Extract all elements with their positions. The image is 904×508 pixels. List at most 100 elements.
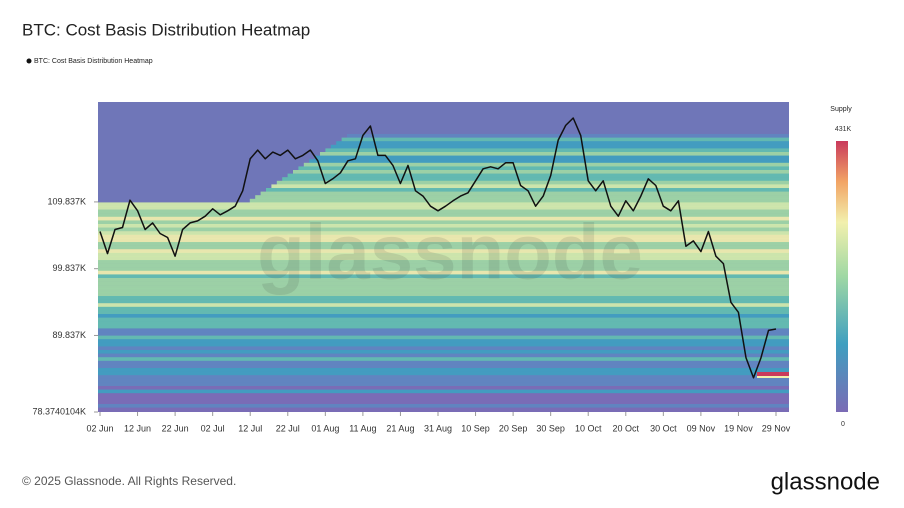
heat-band — [249, 198, 789, 203]
y-tick-label: 89.837K — [52, 330, 86, 340]
heat-band — [276, 180, 789, 185]
heat-band — [303, 162, 789, 167]
heat-band — [98, 346, 789, 351]
x-tick-label: 22 Jul — [276, 423, 300, 433]
heat-band — [757, 372, 789, 376]
chart-title: BTC: Cost Basis Distribution Heatmap — [22, 20, 310, 39]
heat-band — [98, 411, 789, 412]
heat-band — [98, 299, 789, 304]
brand-logo: glassnode — [771, 468, 880, 495]
heat-band — [98, 285, 789, 289]
heat-band — [98, 288, 789, 293]
x-tick-label: 10 Sep — [461, 423, 490, 433]
heat-band — [282, 177, 789, 181]
heat-band — [98, 274, 789, 279]
heat-band — [98, 278, 789, 282]
heat-band — [98, 220, 789, 225]
heat-band — [98, 360, 789, 365]
heat-band — [298, 166, 789, 171]
x-tick-label: 01 Aug — [311, 423, 339, 433]
heat-band — [330, 144, 789, 149]
x-tick-label: 12 Jul — [238, 423, 262, 433]
x-tick-label: 20 Oct — [613, 423, 640, 433]
x-tick-label: 02 Jun — [86, 423, 113, 433]
heat-band — [98, 382, 789, 387]
heat-band — [98, 303, 789, 307]
heat-band — [98, 400, 789, 405]
colorbar-title: Supply — [830, 106, 852, 113]
heat-band — [757, 376, 789, 378]
x-tick-label: 30 Sep — [536, 423, 565, 433]
legend-label: BTC: Cost Basis Distribution Heatmap — [34, 58, 153, 65]
footer: © 2025 Glassnode. All Rights Reserved. — [22, 474, 236, 488]
colorbar-tick-label: 0 — [841, 421, 845, 428]
heat-band — [98, 350, 789, 354]
heat-band — [314, 155, 789, 160]
heat-band — [98, 281, 789, 286]
colorbar — [836, 141, 848, 412]
heat-band — [98, 339, 789, 343]
x-tick-label: 12 Jun — [124, 423, 151, 433]
legend-swatch — [26, 58, 32, 64]
heat-band — [98, 332, 789, 336]
heat-band — [98, 378, 789, 383]
heat-band — [336, 141, 789, 145]
x-tick-label: 20 Sep — [499, 423, 528, 433]
x-tick-label: 21 Aug — [386, 423, 414, 433]
heat-band — [341, 137, 789, 142]
heat-band — [98, 321, 789, 325]
heat-band — [98, 324, 789, 329]
heat-band — [98, 404, 789, 408]
y-tick-label: 109.837K — [47, 196, 86, 206]
heat-band — [98, 216, 789, 221]
heat-band — [98, 267, 789, 271]
heat-band — [98, 407, 789, 412]
heat-band — [98, 296, 789, 300]
heat-band — [98, 317, 789, 322]
heat-band — [98, 396, 789, 401]
heat-band — [260, 191, 789, 196]
heat-band — [98, 231, 789, 235]
heat-band — [98, 386, 789, 390]
heat-band — [98, 245, 789, 250]
heat-band — [98, 252, 789, 257]
heat-band — [98, 375, 789, 379]
heat-band — [98, 389, 789, 394]
heat-band — [98, 242, 789, 246]
heat-band — [98, 368, 789, 372]
heat-band — [98, 353, 789, 358]
price-line — [99, 117, 777, 379]
heat-band — [98, 256, 789, 261]
heat-band — [98, 335, 789, 340]
heat-band — [255, 195, 789, 199]
heat-band — [98, 393, 789, 397]
x-tick-label: 29 Nov — [762, 423, 791, 433]
heat-band — [98, 314, 789, 318]
y-tick-label: 99.837K — [52, 263, 86, 273]
x-tick-label: 10 Oct — [575, 423, 602, 433]
heat-band — [98, 306, 789, 311]
heat-band — [98, 328, 789, 333]
watermark: glassnode — [257, 208, 643, 296]
heat-band — [98, 292, 789, 297]
heat-band — [98, 260, 789, 264]
x-tick-label: 02 Jul — [201, 423, 225, 433]
heat-band — [98, 227, 789, 232]
x-tick-label: 30 Oct — [650, 423, 677, 433]
heat-band — [98, 209, 789, 214]
heat-band — [98, 263, 789, 268]
heat-band — [309, 159, 789, 163]
heat-band — [98, 270, 789, 275]
heat-band — [98, 364, 789, 369]
heat-band — [98, 234, 789, 239]
x-tick-label: 19 Nov — [724, 423, 753, 433]
heat-band — [320, 152, 789, 156]
heat-band — [271, 184, 789, 189]
heat-band — [98, 202, 789, 207]
heat-band — [98, 224, 789, 228]
heat-band — [98, 342, 789, 347]
heat-band — [98, 310, 789, 315]
heat-band — [293, 170, 789, 174]
heat-band — [98, 357, 789, 361]
